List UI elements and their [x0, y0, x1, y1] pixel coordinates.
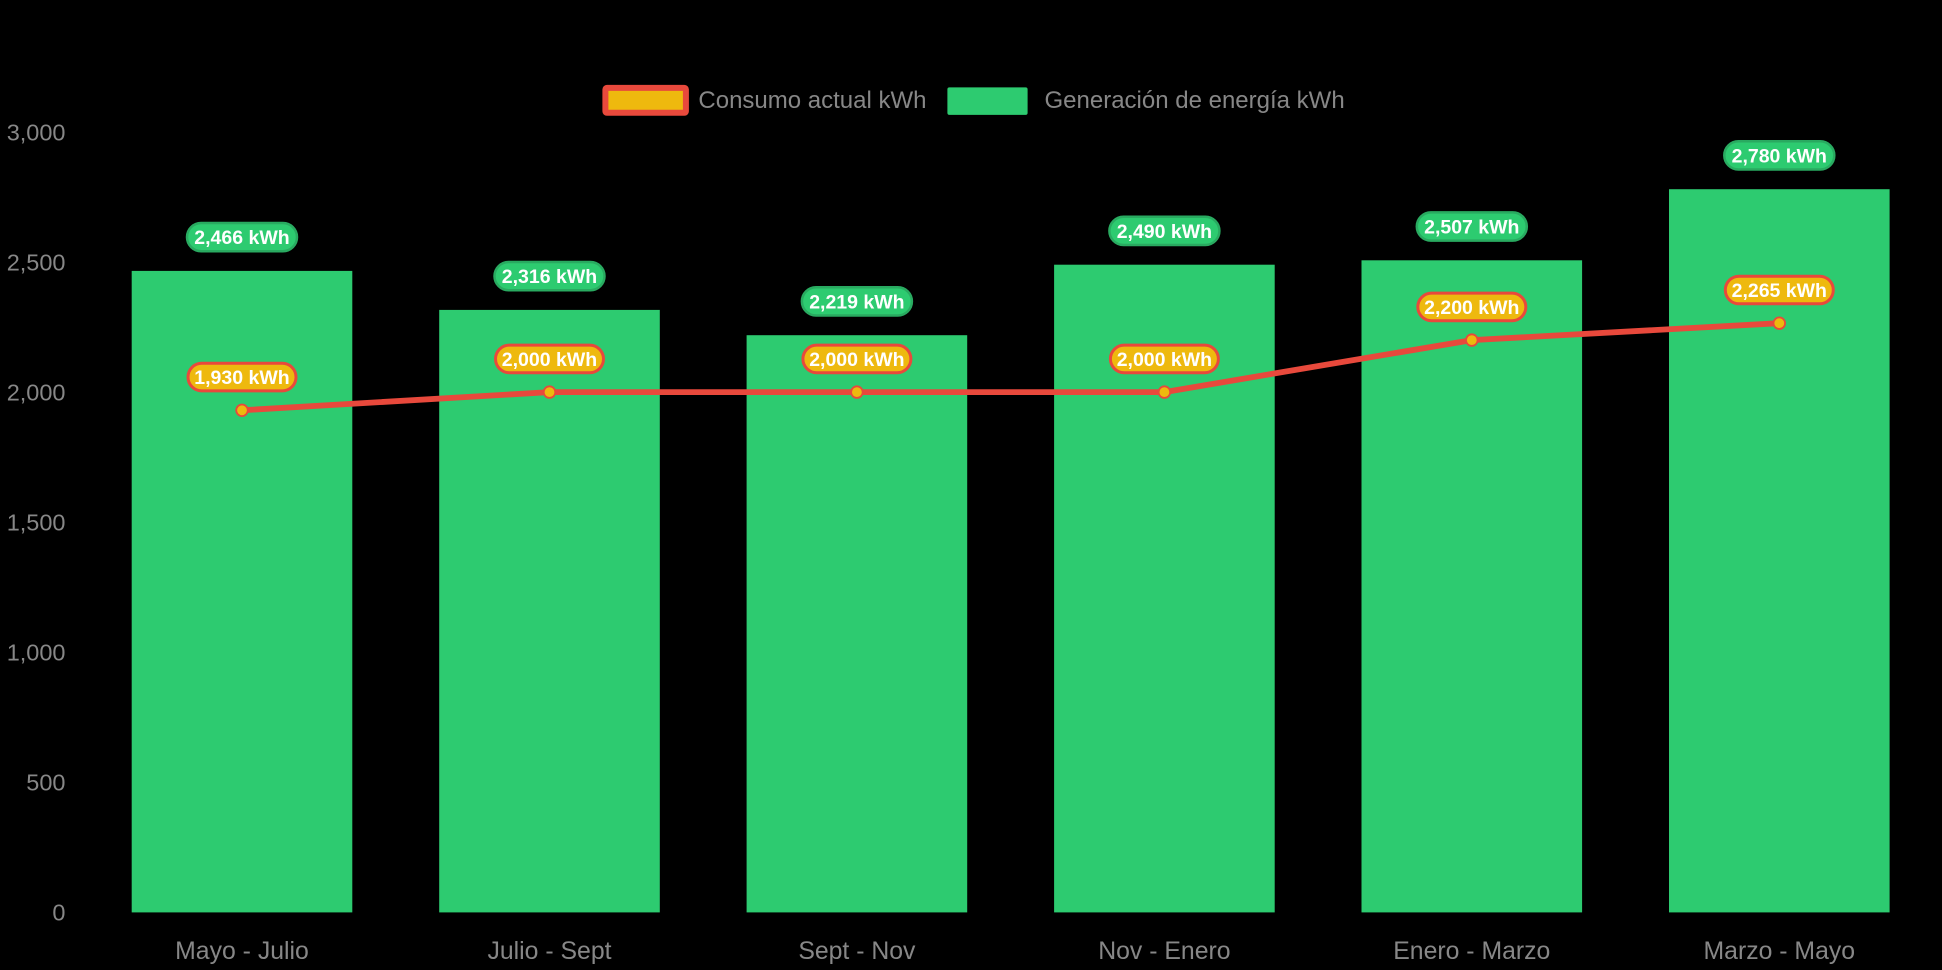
- svg-text:2,000 kWh: 2,000 kWh: [1117, 349, 1212, 371]
- svg-text:2,265 kWh: 2,265 kWh: [1732, 280, 1827, 302]
- svg-text:1,000: 1,000: [7, 640, 66, 666]
- svg-text:Sept - Nov: Sept - Nov: [798, 938, 916, 965]
- svg-text:2,466 kWh: 2,466 kWh: [194, 227, 289, 249]
- svg-text:1,500: 1,500: [7, 510, 66, 536]
- svg-text:Julio - Sept: Julio - Sept: [487, 938, 611, 965]
- svg-text:2,490 kWh: 2,490 kWh: [1117, 221, 1212, 243]
- svg-text:2,000 kWh: 2,000 kWh: [502, 349, 597, 371]
- svg-text:Consumo actual kWh: Consumo actual kWh: [698, 87, 926, 114]
- svg-text:1,930 kWh: 1,930 kWh: [194, 367, 289, 389]
- svg-text:Generación de energía kWh: Generación de energía kWh: [1045, 87, 1345, 114]
- svg-text:500: 500: [26, 770, 65, 796]
- svg-text:Mayo - Julio: Mayo - Julio: [175, 938, 309, 965]
- svg-text:2,200 kWh: 2,200 kWh: [1424, 297, 1519, 319]
- svg-text:2,316 kWh: 2,316 kWh: [502, 266, 597, 288]
- svg-text:2,219 kWh: 2,219 kWh: [809, 291, 904, 313]
- svg-text:2,000: 2,000: [7, 379, 66, 405]
- svg-text:Enero - Marzo: Enero - Marzo: [1393, 938, 1550, 965]
- svg-text:2,000 kWh: 2,000 kWh: [809, 349, 904, 371]
- svg-text:3,000: 3,000: [7, 119, 66, 145]
- svg-text:Marzo - Mayo: Marzo - Mayo: [1704, 938, 1856, 965]
- svg-text:2,780 kWh: 2,780 kWh: [1732, 145, 1827, 167]
- svg-text:2,500: 2,500: [7, 249, 66, 275]
- svg-text:2,507 kWh: 2,507 kWh: [1424, 217, 1519, 239]
- svg-text:0: 0: [52, 900, 65, 926]
- svg-text:Nov - Enero: Nov - Enero: [1098, 938, 1230, 965]
